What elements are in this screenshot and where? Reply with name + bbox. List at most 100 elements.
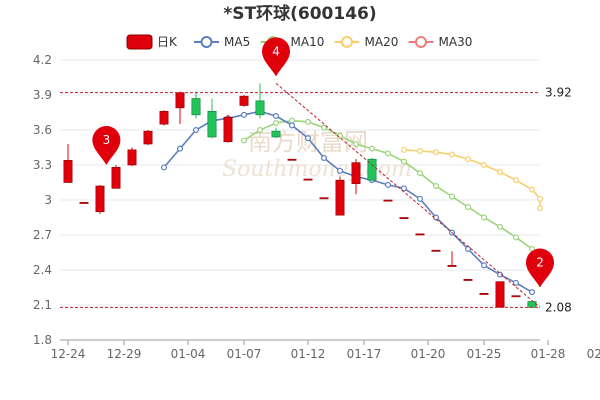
y-tick-label: 2.7 xyxy=(33,228,52,242)
chart-title: *ST环球(600146) xyxy=(223,4,376,24)
legend-label: MA5 xyxy=(224,35,250,49)
candle-body xyxy=(223,116,233,142)
ma5-point xyxy=(385,181,392,188)
candle-body xyxy=(255,100,265,116)
marker-shape xyxy=(262,37,290,77)
candle-body xyxy=(399,217,409,220)
ma5-point xyxy=(193,126,200,133)
ma20-point xyxy=(433,149,440,156)
ma10-point xyxy=(369,145,376,152)
ma5-point xyxy=(161,164,168,171)
legend-label: MA10 xyxy=(291,35,325,49)
y-tick-label: 3.9 xyxy=(33,88,52,102)
ma10-point xyxy=(241,137,248,144)
x-tick-label: 01-17 xyxy=(347,347,382,361)
candle-body xyxy=(383,199,393,202)
ma20-point xyxy=(401,146,408,153)
ma20-point xyxy=(481,162,488,169)
ma10-point xyxy=(305,118,312,125)
marker-label: 4 xyxy=(272,44,280,58)
legend-swatch-point xyxy=(341,36,353,48)
ma10-point xyxy=(257,126,264,133)
marker-shape xyxy=(92,126,121,165)
candle-body xyxy=(95,185,105,212)
ma20-point xyxy=(449,151,456,158)
ma10-point xyxy=(449,193,456,200)
candle-body xyxy=(63,160,73,183)
watermark-text: 南方财富网 xyxy=(248,128,368,156)
ma10-point xyxy=(401,158,408,165)
markers: 3 4 2 xyxy=(92,37,554,288)
ma20-line xyxy=(403,149,541,209)
ma10-point xyxy=(433,183,440,190)
ma5-point xyxy=(465,246,472,253)
ma10-point xyxy=(321,124,328,131)
candle-body xyxy=(287,158,297,161)
trend-line xyxy=(275,82,541,308)
legend-swatch xyxy=(126,34,153,50)
ma20-point xyxy=(528,186,535,193)
candle-body xyxy=(143,130,153,145)
ma10-point xyxy=(497,223,504,230)
ma20-point xyxy=(417,148,424,155)
legend-label: MA30 xyxy=(439,35,473,49)
marker-shape xyxy=(526,248,554,288)
marker-pin: 2 xyxy=(526,248,554,288)
x-tick-label: 01-25 xyxy=(467,347,502,361)
x-tick-label: 02-09 xyxy=(587,347,600,361)
legend-item-ma5[interactable]: MA5 xyxy=(194,35,250,49)
legend-item-ma20[interactable]: MA20 xyxy=(334,35,399,49)
marker-pin: 4 xyxy=(262,37,290,77)
candle-body xyxy=(79,202,89,204)
axes: 1.8 2.1 2.4 2.7 3 3.3 3.6 3.9 4.2 12-24 12-29 01-04… xyxy=(33,53,600,361)
x-tick-label: 12-24 xyxy=(51,347,86,361)
ma5-point xyxy=(481,262,488,269)
x-tick-label: 12-29 xyxy=(107,347,142,361)
marker-label: 3 xyxy=(103,133,111,147)
candle-body xyxy=(527,301,537,308)
x-tick-label: 01-04 xyxy=(171,347,206,361)
candle-body xyxy=(415,233,425,236)
ma5-point xyxy=(497,271,504,278)
y-tick-label: 3.6 xyxy=(33,123,52,137)
candles xyxy=(63,83,537,308)
candle-body xyxy=(351,162,361,184)
x-tick-label: 01-07 xyxy=(227,347,262,361)
ma5-point xyxy=(337,167,344,174)
x-tick-label: 01-12 xyxy=(291,347,326,361)
candle-body xyxy=(111,167,121,189)
ma10-point xyxy=(273,119,280,126)
legend-swatch-point xyxy=(200,36,213,48)
ma10-point xyxy=(465,204,472,211)
candle-body xyxy=(367,158,377,181)
candle-body xyxy=(431,249,441,252)
candle-body xyxy=(127,149,137,166)
legend-item-k[interactable]: 日K xyxy=(126,34,178,50)
ma5-point xyxy=(401,185,408,192)
candle-body xyxy=(207,111,217,138)
ma5-point xyxy=(289,122,296,129)
candle-body xyxy=(447,265,457,267)
reference-line-label: 2.08 xyxy=(545,300,572,314)
y-tick-label: 3 xyxy=(44,193,52,207)
ma10-point xyxy=(481,214,488,221)
legend-item-ma30[interactable]: MA30 xyxy=(408,35,473,49)
candle-body xyxy=(191,98,201,116)
y-tick-label: 2.4 xyxy=(33,263,52,277)
ma5-point xyxy=(528,289,535,296)
y-tick-label: 2.1 xyxy=(33,298,52,312)
legend-swatch-point xyxy=(415,36,427,48)
candle-body xyxy=(159,111,169,125)
candle-body xyxy=(511,295,521,298)
ma5-point xyxy=(321,155,328,162)
watermark-subtext: Southmoney.com xyxy=(222,157,412,182)
candle-body xyxy=(335,179,345,216)
candle-body xyxy=(303,178,313,181)
x-tick-label: 01-20 xyxy=(411,347,446,361)
marker-label: 2 xyxy=(536,256,544,270)
ma10-point xyxy=(417,170,424,177)
y-tick-label: 1.8 xyxy=(33,333,52,347)
legend[interactable]: 日K MA5 MA10 MA20 MA30 xyxy=(126,34,473,50)
ma5-point xyxy=(305,135,312,142)
